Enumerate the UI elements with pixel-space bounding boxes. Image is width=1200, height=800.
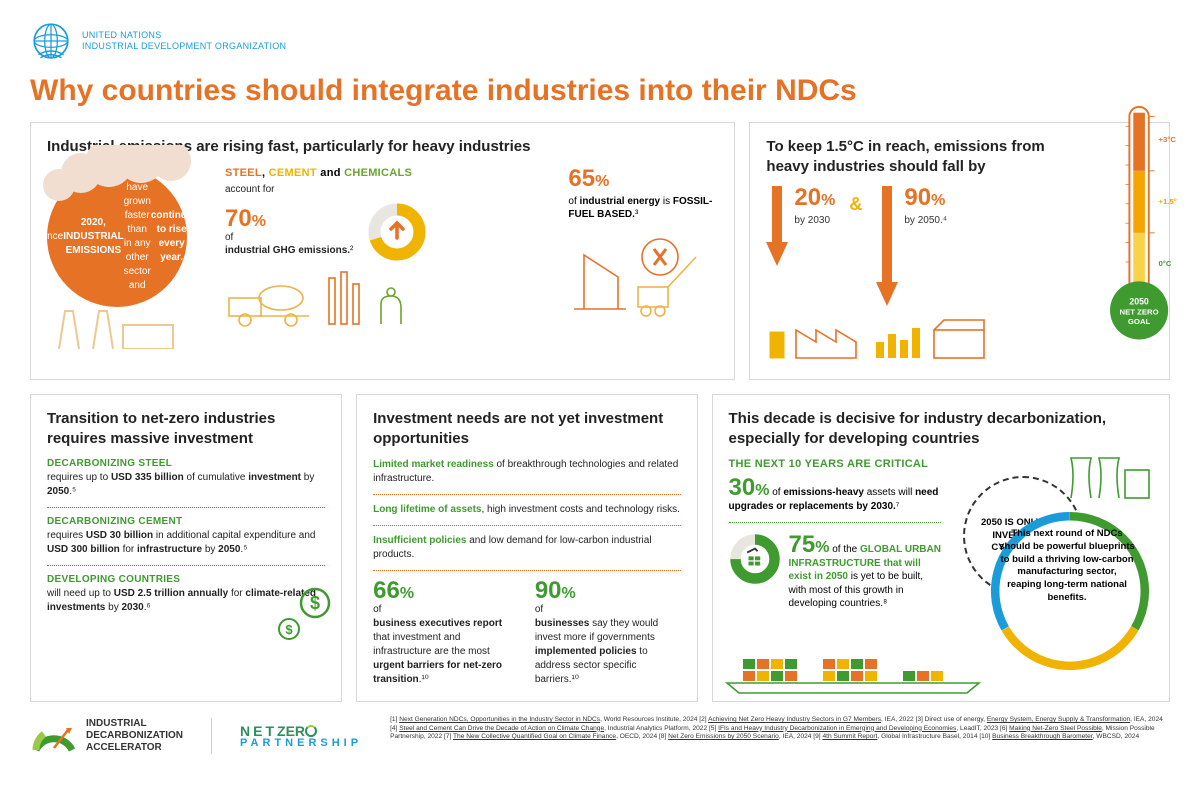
panel5-sub: THE NEXT 10 YEARS ARE CRITICAL: [729, 458, 942, 470]
panel3-title: Transition to net-zero industries requir…: [47, 409, 325, 448]
scc-line: STEEL, CEMENT and CHEMICALS: [225, 167, 550, 179]
p3-t-1: requires USD 30 billion in additional ca…: [47, 529, 325, 557]
p3-t-0: requires up to USD 335 billion of cumula…: [47, 471, 325, 499]
thermometer-icon: 2050 NET ZERO GOAL +3°C +1.5°C 0°C: [1107, 103, 1177, 355]
p3-h-1: DECARBONIZING CEMENT: [47, 516, 325, 527]
p4-line-1: Long lifetime of assets, high investment…: [373, 503, 680, 517]
arrow-down-icon: [766, 186, 788, 266]
fossil-icons: [568, 227, 718, 319]
panel-investment-gaps: Investment needs are not yet investment …: [356, 394, 697, 702]
stat-65-text: of industrial energy is FOSSIL-FUEL BASE…: [568, 195, 718, 221]
p3-h-0: DECARBONIZING STEEL: [47, 458, 325, 469]
svg-text:$: $: [310, 593, 320, 613]
stat-30: 30% of emissions-heavy assets will need …: [729, 476, 942, 514]
footer: INDUSTRIALDECARBONIZATIONACCELERATOR NET…: [30, 716, 1170, 756]
svg-text:0°C: 0°C: [1158, 259, 1171, 268]
panel2-title: To keep 1.5°C in reach, emissions from h…: [766, 137, 1044, 176]
ndc-ring-text: This next round of NDCs should be powerf…: [999, 528, 1135, 605]
brand-header: UNITED NATIONS INDUSTRIAL DEVELOPMENT OR…: [30, 20, 1170, 62]
p4-line-2: Insufficient policies and low demand for…: [373, 534, 680, 562]
dollar-icon: $ $: [273, 585, 333, 645]
brand-line2: INDUSTRIAL DEVELOPMENT ORGANIZATION: [82, 41, 286, 52]
references: [1] Next Generation NDCs, Opportunities …: [390, 716, 1170, 742]
donut-70-icon: [367, 202, 427, 262]
stat-66-text: ofbusiness executives report that invest…: [373, 603, 519, 687]
stat-65pct: 65%: [568, 167, 718, 191]
arrow-down-icon-2: [876, 186, 898, 306]
page-title: Why countries should integrate industrie…: [30, 74, 1170, 108]
ida-logo: INDUSTRIALDECARBONIZATIONACCELERATOR: [30, 716, 183, 756]
scc-suffix: account for: [225, 183, 550, 196]
panel-emissions-rising: Industrial emissions are rising fast, pa…: [30, 122, 735, 380]
fall-90pct: 90%: [904, 186, 947, 210]
svg-text:+3°C: +3°C: [1158, 135, 1176, 144]
ship-icon: [723, 659, 983, 695]
p4-line-0: Limited market readiness of breakthrough…: [373, 458, 680, 486]
panel-emissions-fall: To keep 1.5°C in reach, emissions from h…: [749, 122, 1170, 380]
brand-line1: UNITED NATIONS: [82, 30, 286, 41]
svg-text:GOAL: GOAL: [1128, 317, 1151, 326]
nzp-logo: NETZER PARTNERSHIP: [240, 724, 362, 749]
stat-90pct: 90%: [535, 577, 576, 604]
fall-20pct: 20%: [794, 186, 835, 210]
stat-70-text: ofindustrial GHG emissions.²: [225, 231, 353, 257]
panel4-title: Investment needs are not yet investment …: [373, 409, 680, 448]
svg-text:2050: 2050: [1129, 297, 1149, 307]
panel-decisive-decade: This decade is decisive for industry dec…: [712, 394, 1171, 702]
cooling-tower-icon: [1065, 450, 1153, 500]
p3-h-2: DEVELOPING COUNTRIES: [47, 574, 325, 585]
stat-70pct: 70%: [225, 205, 266, 232]
stat-66pct: 66%: [373, 577, 414, 604]
truck-icon: [225, 268, 485, 328]
chimney-icon: [51, 305, 191, 349]
panel5-title: This decade is decisive for industry dec…: [729, 409, 1154, 448]
stat-75: 75% of the GLOBAL URBAN INFRASTRUCTURE t…: [729, 533, 942, 611]
gauge-icon: [30, 716, 78, 756]
svg-text:NET ZERO: NET ZERO: [1119, 307, 1158, 316]
donut-75-icon: [729, 533, 781, 585]
panel-investment-needed: Transition to net-zero industries requir…: [30, 394, 342, 702]
smoke-icon: [43, 145, 203, 215]
stat-90-text: ofbusinesses say they would invest more …: [535, 603, 681, 687]
unido-logo-icon: [30, 20, 72, 62]
svg-text:+1.5°C: +1.5°C: [1158, 197, 1177, 206]
factory-icon: [766, 314, 1153, 360]
svg-text:$: $: [285, 622, 293, 637]
fall-amp: &: [849, 194, 862, 306]
